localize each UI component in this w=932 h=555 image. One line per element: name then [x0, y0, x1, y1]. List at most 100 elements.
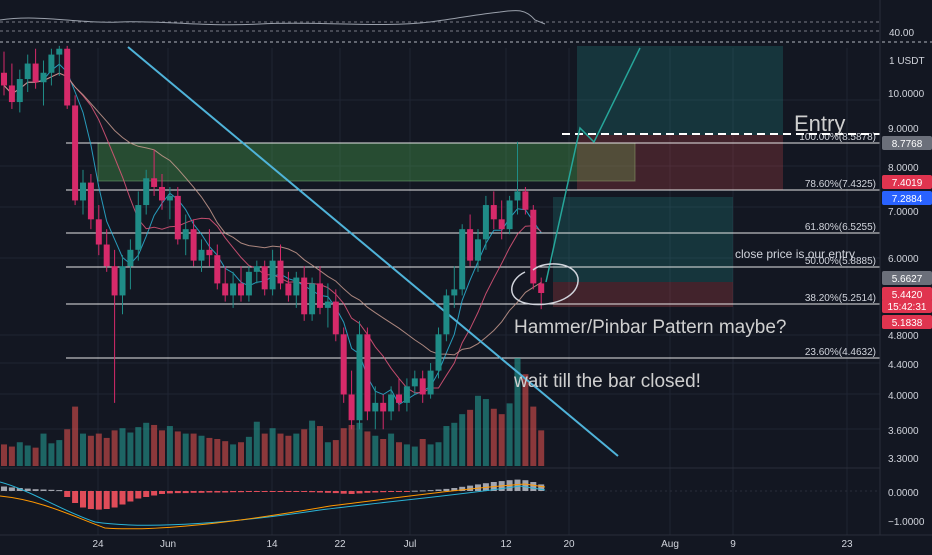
candle-body	[159, 186, 165, 201]
macd-hist-bar	[293, 491, 300, 492]
price-tick-label: 8.0000	[888, 163, 919, 174]
position-zones	[97, 46, 783, 307]
macd-hist-bar	[427, 490, 434, 492]
volume-bar	[324, 442, 331, 466]
candle-body	[48, 54, 55, 73]
volume-bar	[151, 424, 158, 466]
price-badge: 5.1838	[882, 315, 932, 329]
time-axis[interactable]: 24 Jun 14 22 Jul 12 20 Aug 9 23	[0, 534, 932, 550]
candle-body	[245, 271, 252, 296]
volume-bar	[403, 444, 410, 466]
price-badge: 8.7768	[882, 136, 932, 150]
price-badge-label: 7.2884	[892, 194, 923, 205]
volume-bar	[87, 435, 94, 466]
fib-level-label-1: 78.60%(7.4325)	[805, 179, 876, 190]
candle-body	[427, 370, 434, 395]
volume-bar	[443, 426, 450, 466]
candle-body	[332, 301, 339, 335]
candle-body	[538, 283, 545, 293]
macd-hist-bar	[538, 484, 545, 491]
volume-bar	[80, 433, 86, 466]
price-badge: 5.4420	[882, 287, 932, 301]
macd-hist-bar	[372, 491, 379, 493]
trendline-drawing[interactable]	[127, 46, 619, 457]
price-badge-bg	[882, 136, 932, 150]
candle-body	[459, 229, 466, 290]
entry-annotation[interactable]: Entry	[794, 111, 845, 136]
macd-hist-bar	[245, 491, 252, 492]
candle-body	[56, 48, 63, 55]
hammer-annotation[interactable]: Hammer/Pinbar Pattern maybe?	[514, 317, 786, 338]
volume-bar	[301, 429, 308, 466]
volume-bar	[127, 432, 134, 466]
candle-body	[419, 378, 426, 395]
volume-bars	[1, 358, 545, 466]
price-badge-label: 15:42:31	[888, 302, 927, 313]
volume-bar	[317, 426, 323, 466]
candle-body	[8, 85, 15, 103]
candle-body	[238, 283, 244, 296]
macd-hist-bar	[269, 491, 276, 492]
volume-bar	[24, 445, 31, 466]
candle-body	[80, 182, 86, 201]
volume-bar	[285, 435, 292, 466]
price-badge-bg	[882, 315, 932, 329]
macd-hist-bar	[380, 491, 387, 493]
time-tick-label: 12	[500, 539, 512, 550]
macd-hist-bar	[340, 491, 347, 494]
candle-body	[482, 205, 489, 240]
macd-hist-bar	[238, 491, 244, 493]
unit-badge[interactable]: 1 USDT	[889, 56, 925, 67]
volume-bar	[1, 444, 7, 466]
macd-hist-bar	[95, 491, 102, 510]
macd-hist-bar	[514, 479, 521, 491]
price-badge: 7.2884	[882, 191, 932, 205]
volume-bar	[214, 439, 221, 466]
candle-body	[119, 266, 126, 296]
time-tick-label: 22	[334, 539, 346, 550]
supply-zone	[97, 142, 636, 182]
volume-bar	[8, 446, 15, 466]
candle-body	[261, 266, 268, 290]
volume-bar	[72, 406, 79, 466]
macd-hist-bar	[190, 491, 197, 493]
macd-tick-label: −1.0000	[888, 517, 925, 528]
macd-hist-bar	[111, 491, 118, 508]
volume-bar	[206, 437, 213, 466]
macd-hist-bar	[135, 491, 142, 499]
rsi-line	[0, 9, 546, 26]
wait-annotation[interactable]: wait till the bar closed!	[513, 371, 701, 392]
volume-bar	[222, 441, 229, 466]
candle-body	[435, 334, 442, 371]
macd-hist-bar	[182, 491, 189, 494]
candle-body	[388, 394, 395, 412]
macd-hist-bar	[159, 491, 165, 494]
time-tick-label: 14	[266, 539, 278, 550]
candle-body	[277, 260, 284, 284]
price-axis[interactable]: 10.0000 9.0000 8.0000 7.0000 6.0000 4.8000 4.4…	[879, 0, 925, 535]
candle-body	[87, 182, 94, 220]
volume-bar	[238, 442, 244, 466]
volume-bar	[190, 433, 197, 466]
fib-level-label-0: 100.00%(8.5878)	[799, 132, 876, 143]
candle-body	[32, 63, 39, 83]
candle-body	[143, 178, 150, 206]
price-badge-bg	[882, 287, 932, 301]
projection-path	[545, 47, 641, 283]
macd-hist-bar	[309, 491, 316, 493]
volume-bar	[411, 446, 418, 466]
user-drawings[interactable]	[511, 47, 641, 306]
volume-bar	[498, 414, 505, 466]
volume-bar	[451, 422, 458, 466]
candle-body	[293, 277, 300, 296]
candle-body	[222, 283, 229, 296]
volume-bar	[332, 440, 339, 466]
macd-tick-label: 0.0000	[888, 488, 919, 499]
volume-bar	[48, 443, 55, 466]
close-price-annotation[interactable]: close price is our entry	[735, 247, 855, 261]
candle-body	[24, 63, 31, 80]
macd-hist-bar	[230, 491, 237, 493]
